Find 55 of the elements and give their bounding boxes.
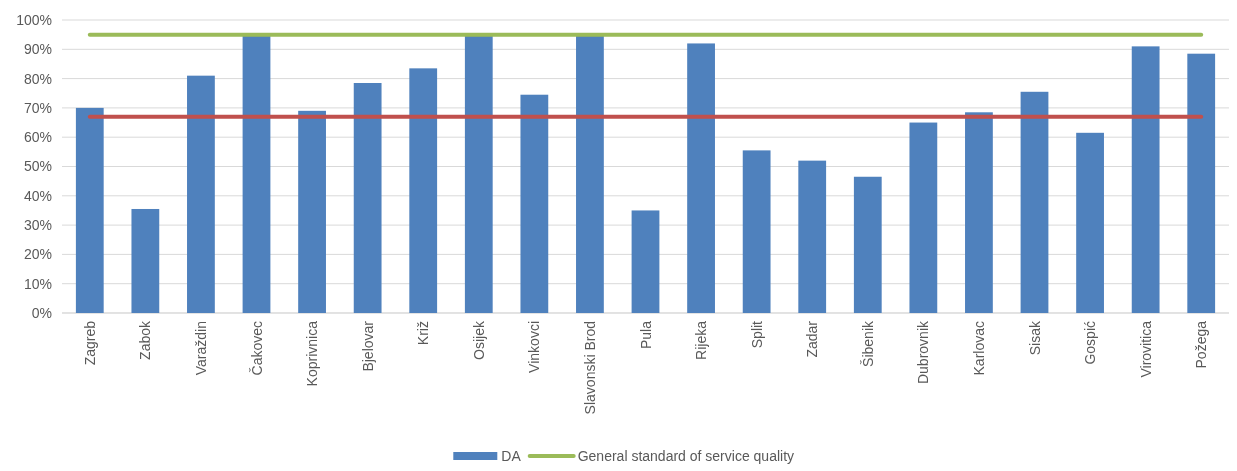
x-tick-label: Bjelovar	[359, 320, 376, 372]
x-tick-label: Zagreb	[81, 320, 98, 366]
bar	[1131, 46, 1160, 313]
bar	[965, 112, 993, 313]
x-tick-label: Split	[748, 320, 765, 349]
bar	[353, 83, 382, 313]
legend-label: General standard of service quality	[577, 447, 795, 464]
bar	[742, 150, 771, 313]
bar	[853, 176, 882, 313]
y-tick-label: 20%	[23, 246, 52, 263]
bar	[75, 107, 104, 313]
y-tick-label: 30%	[23, 217, 52, 233]
bar	[242, 34, 271, 313]
bar	[1076, 132, 1104, 313]
y-tick-label: 10%	[23, 275, 52, 292]
bar	[131, 208, 160, 313]
bar	[1020, 91, 1049, 313]
x-tick-label: Čakovec	[248, 321, 265, 376]
bar	[298, 110, 326, 313]
bar	[909, 122, 938, 313]
bar	[464, 34, 493, 313]
y-tick-label: 0%	[31, 304, 52, 321]
x-tick-label: Slavonski Brod	[581, 321, 598, 415]
y-tick-label: 50%	[23, 158, 52, 175]
bar	[520, 94, 549, 313]
y-tick-label: 90%	[23, 41, 52, 58]
x-tick-label: Dubrovnik	[915, 320, 932, 385]
y-tick-label: 40%	[23, 187, 52, 204]
bar	[187, 75, 215, 313]
x-tick-label: Karlovac	[970, 321, 987, 376]
x-tick-label: Pula	[637, 320, 654, 350]
x-tick-label: Križ	[415, 321, 432, 346]
bar	[576, 34, 604, 313]
x-tick-label: Osijek	[470, 320, 487, 360]
x-tick-label: Virovitica	[1137, 320, 1154, 378]
x-tick-label: Rijeka	[693, 320, 710, 360]
x-tick-label: Zadar	[804, 320, 821, 358]
y-tick-label: 70%	[23, 99, 52, 116]
x-tick-label: Varaždin	[192, 321, 209, 376]
x-tick-label: Sisak	[1026, 320, 1043, 356]
y-tick-label: 60%	[23, 129, 52, 146]
bar	[409, 68, 438, 313]
y-tick-label: 100%	[16, 11, 52, 28]
bar	[631, 210, 660, 313]
x-tick-label: Šibenik	[859, 320, 876, 367]
x-tick-label: Zabok	[137, 320, 154, 360]
bar	[1187, 53, 1216, 313]
x-tick-label: Koprivnica	[304, 320, 321, 387]
x-tick-label: Gospić	[1082, 321, 1099, 365]
x-tick-label: Vinkovci	[526, 321, 543, 373]
bar	[798, 160, 827, 313]
bar	[687, 43, 715, 313]
x-tick-label: Požega	[1193, 320, 1210, 369]
legend-label: DA	[501, 447, 522, 464]
y-tick-label: 80%	[23, 70, 52, 87]
